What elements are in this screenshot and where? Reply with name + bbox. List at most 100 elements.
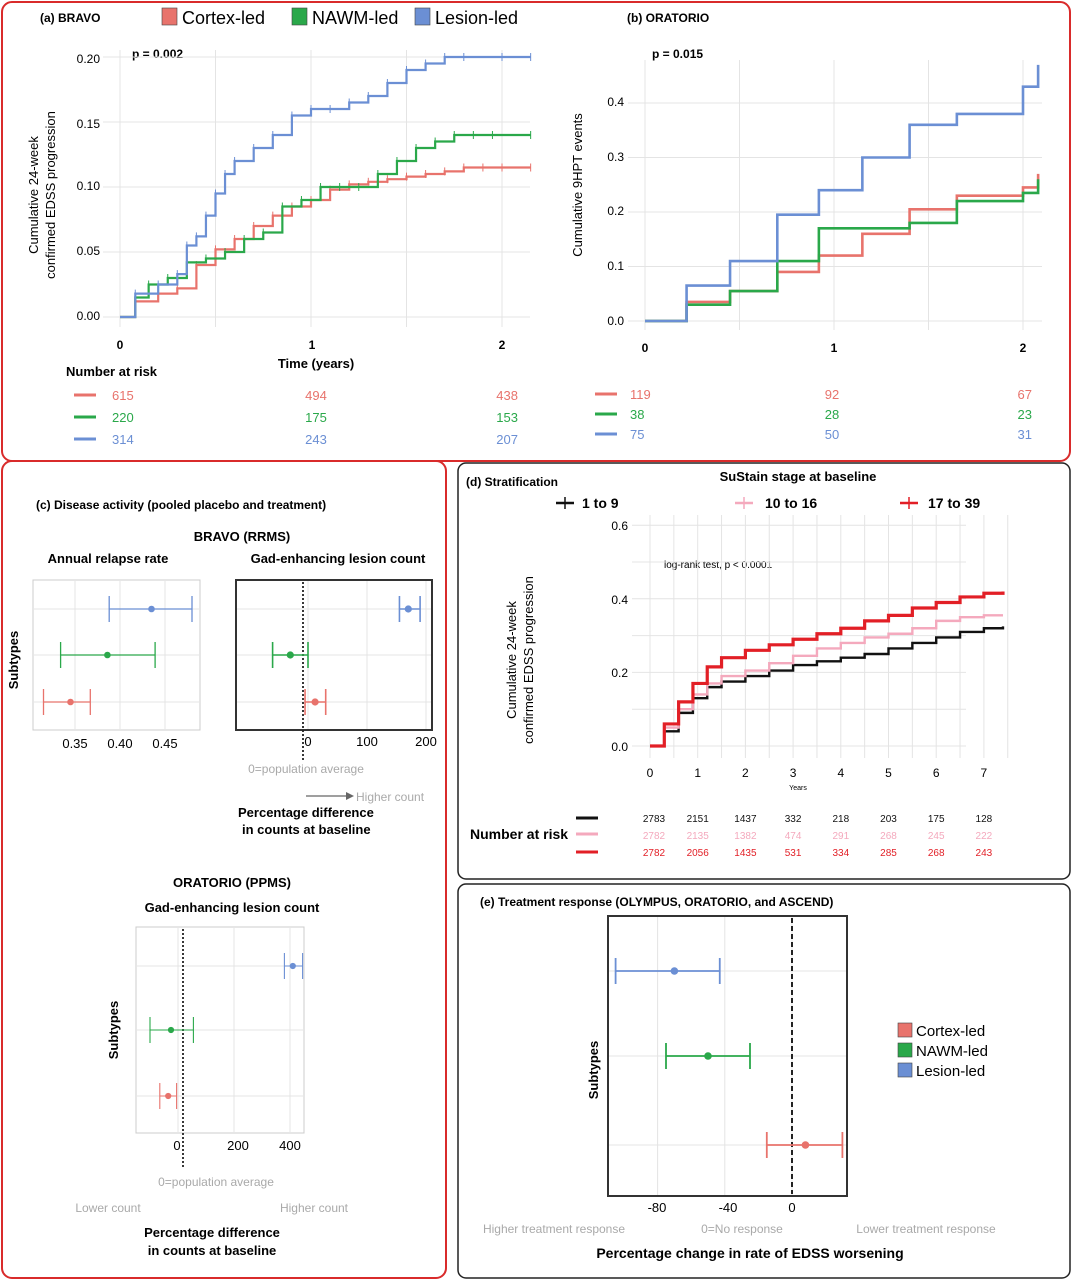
km-curve (120, 166, 531, 319)
legend-swatch-nawm (897, 1042, 913, 1058)
km-curve (645, 64, 1040, 323)
panel-c-arr-xtick: 0.35 (62, 736, 87, 751)
panel-c-oratorio-title: ORATORIO (PPMS) (173, 875, 291, 890)
panel-b-yticks: 0.0 0.1 0.2 0.3 0.4 (607, 95, 624, 328)
risk-cell: 245 (928, 831, 945, 842)
panel-c-ppms-xtick: 400 (279, 1138, 301, 1153)
panel-c-oratorio-gad-title: Gad-enhancing lesion count (145, 900, 320, 915)
risk-cell: 243 (976, 848, 993, 859)
panel-c-gad-xtick: 200 (415, 734, 437, 749)
km-curve (645, 179, 1040, 323)
panel-a-ytick: 0.10 (77, 179, 101, 193)
panel-d-ytick: 0.2 (611, 666, 628, 680)
risk-cell: 218 (832, 814, 849, 825)
legend-swatch-nawm (291, 7, 308, 26)
panel-e-xlabel: Percentage change in rate of EDSS worsen… (596, 1245, 903, 1261)
legend-label-lesion: Lesion-led (435, 8, 518, 28)
point-estimate (67, 698, 74, 706)
panel-c-higher-count-2: Higher count (280, 1201, 349, 1215)
panel-e-xtick: -80 (648, 1200, 667, 1215)
panel-c-ppms-frame (135, 926, 305, 1134)
point-estimate (165, 1092, 172, 1100)
risk-cell: 207 (496, 432, 518, 447)
risk-cell: 153 (496, 410, 518, 425)
panel-e-frame (607, 915, 848, 1197)
panel-d-ylabel-2: confirmed EDSS progression (521, 576, 536, 744)
panel-d-xtick: 6 (933, 766, 940, 780)
risk-cell: 175 (928, 814, 945, 825)
panel-b-ytick: 0.0 (607, 314, 624, 328)
panel-e-xtick: -40 (719, 1200, 738, 1215)
risk-cell: 2783 (643, 814, 666, 825)
panel-c-ylabel: Subtypes (6, 631, 21, 690)
point-estimate (289, 962, 296, 970)
panel-a-ylabel-2: confirmed EDSS progression (43, 111, 58, 279)
panel-d-risk-table: 2783 2151 1437 332 218 203 175 128 2782 2135 1382 4… (576, 814, 993, 859)
panel-c-arr-xticks: 0.35 0.40 0.45 (62, 736, 177, 751)
risk-cell: 268 (880, 831, 897, 842)
risk-cell: 28 (825, 407, 839, 422)
panel-d-ytick: 0.4 (611, 593, 628, 607)
point-estimate (167, 1026, 175, 1034)
panel-e-higher-response: Higher treatment response (483, 1222, 625, 1236)
panel-c-bravo-title: BRAVO (RRMS) (194, 529, 291, 544)
panel-c-ppms-marks (149, 953, 304, 1109)
panel-d-curves (650, 591, 1005, 748)
panel-d-xticks: 0 1 2 3 4 5 6 7 (647, 766, 988, 780)
legend-swatch-lesion (897, 1062, 913, 1078)
risk-cell: 2782 (643, 831, 666, 842)
panel-b-ytick: 0.2 (607, 204, 624, 218)
panel-a-xtick: 1 (309, 338, 316, 352)
point-estimate (286, 651, 294, 659)
frame-top (1, 1, 1071, 462)
risk-cell: 2056 (687, 848, 710, 859)
panel-c-gad-marks (271, 596, 421, 715)
panel-d-legend: 1 to 9 10 to 16 17 to 39 (556, 495, 980, 511)
risk-cell: 2782 (643, 848, 666, 859)
panel-a-xlabel: Time (years) (278, 356, 354, 371)
panel-b-label: (b) ORATORIO (627, 11, 709, 25)
panel-c-arr-xtick: 0.45 (152, 736, 177, 751)
panel-b-xtick: 1 (831, 341, 838, 355)
panel-d-xtick: 1 (694, 766, 701, 780)
panel-b-ytick: 0.3 (607, 150, 624, 164)
point-estimate (801, 1141, 810, 1149)
km-curve (645, 173, 1040, 323)
legend-swatch-cortex (897, 1022, 913, 1038)
legend-label-cortex: Cortex-led (182, 8, 265, 28)
legend-label-stage-2: 10 to 16 (765, 495, 817, 511)
panel-c-ppms-xtick: 200 (227, 1138, 249, 1153)
km-curve (650, 626, 1005, 748)
panel-a-xtick: 0 (117, 338, 124, 352)
point-estimate (148, 605, 155, 613)
panel-a-xtick: 2 (499, 338, 506, 352)
panel-d-logrank: log-rank test, p < 0.0001 (664, 560, 773, 571)
panel-b-curves (645, 64, 1040, 323)
panel-c-ylabel-2: Subtypes (106, 1001, 121, 1060)
panel-c-pop-avg-1: 0=population average (248, 762, 364, 776)
risk-cell: 38 (630, 407, 644, 422)
risk-cell: 175 (305, 410, 327, 425)
panel-c-label: (c) Disease activity (pooled placebo and… (36, 498, 326, 512)
legend-label-stage-3: 17 to 39 (928, 495, 980, 511)
risk-cell: 119 (630, 387, 651, 402)
arrow-right-icon (346, 792, 354, 800)
panel-c-gad-xtick: 100 (356, 734, 378, 749)
risk-cell: 438 (496, 388, 518, 403)
panel-d-xtick: 5 (885, 766, 892, 780)
panel-d-legend-title: SuStain stage at baseline (720, 469, 877, 484)
panel-c-ppms-xtick: 0 (173, 1138, 180, 1153)
risk-cell: 494 (305, 388, 327, 403)
panel-b-xticks: 0 1 2 (642, 341, 1027, 355)
panel-c-pct-1a: Percentage difference (238, 805, 374, 820)
panel-c-arr-frame (32, 579, 201, 731)
panel-d-xtick: 4 (837, 766, 844, 780)
risk-cell: 23 (1018, 407, 1032, 422)
risk-cell: 531 (785, 848, 802, 859)
risk-cell: 334 (832, 848, 849, 859)
panel-d-ytick: 0.6 (611, 519, 628, 533)
km-curve (120, 133, 531, 319)
risk-cell: 474 (785, 831, 802, 842)
panel-c-higher-count-1: Higher count (356, 790, 425, 804)
